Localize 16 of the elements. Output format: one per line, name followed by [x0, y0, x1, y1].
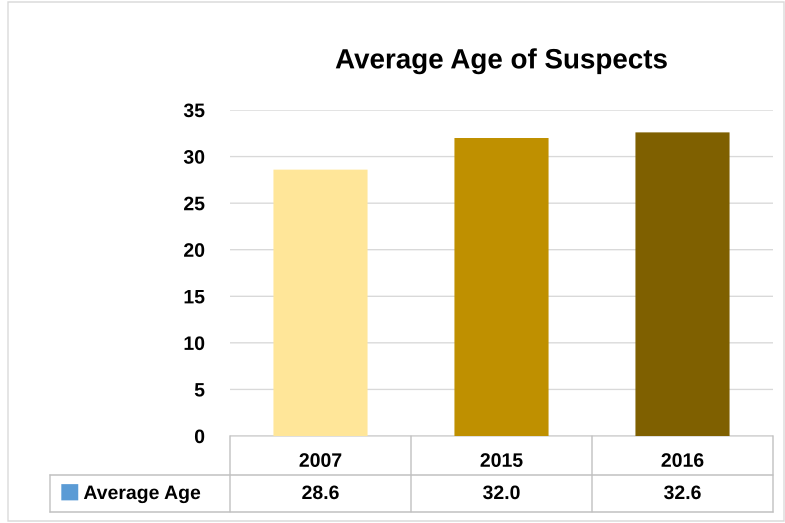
- y-tick-label: 10: [184, 336, 204, 350]
- x-tick-label: 2007: [300, 453, 342, 467]
- data-label: 32.0: [483, 485, 520, 500]
- x-tick-label: 2016: [662, 453, 704, 467]
- y-tick-label: 15: [184, 290, 204, 304]
- y-tick-label: 30: [184, 150, 204, 164]
- y-tick-label: 20: [184, 243, 204, 257]
- y-tick-label: 35: [184, 103, 204, 118]
- x-tick-label: 2015: [480, 453, 523, 467]
- y-tick-label: 25: [184, 196, 204, 210]
- text: Average Age: [84, 486, 200, 504]
- y-tick-label: 5: [194, 383, 204, 397]
- data-label: 32.6: [664, 485, 701, 500]
- data-label: 28.6: [302, 485, 339, 500]
- y-tick-label: 0: [194, 429, 204, 444]
- chart-title: Average Age of Suspects: [336, 48, 667, 74]
